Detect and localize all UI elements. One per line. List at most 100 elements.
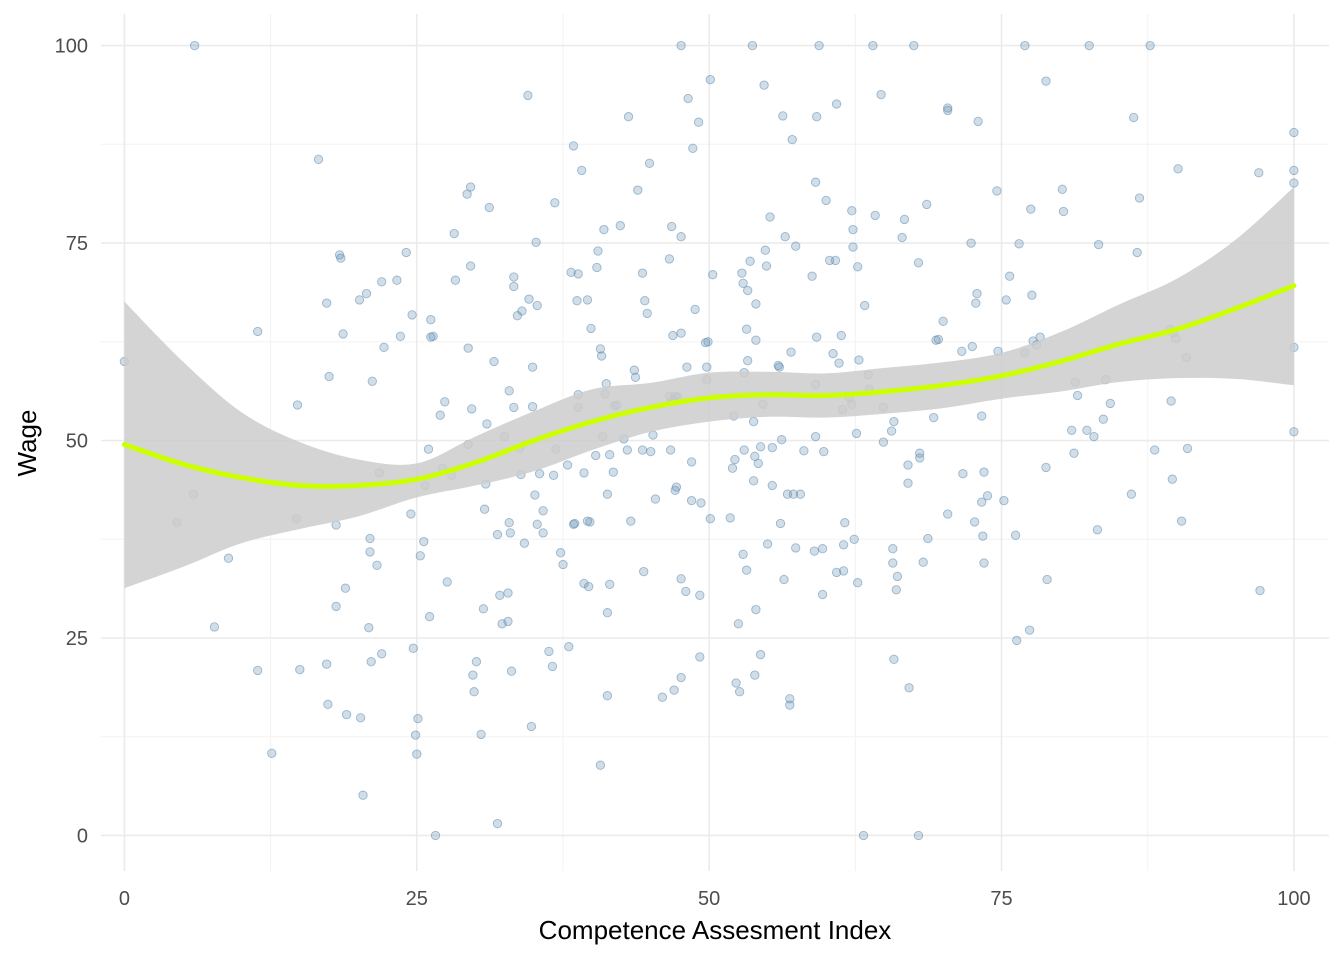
data-point [410,730,421,740]
data-point [676,574,686,584]
data-point [209,622,220,632]
data-point [465,182,476,192]
data-point [555,548,566,558]
data-point [1042,574,1052,585]
data-point [743,285,753,296]
data-point [853,262,863,272]
data-point [943,105,953,116]
data-point [442,577,452,587]
data-point [767,442,777,453]
data-point [568,141,579,151]
data-point [738,278,748,288]
data-point [366,657,376,667]
data-point [492,529,503,540]
data-point [1084,40,1094,51]
data-point [336,253,346,263]
data-point [667,221,677,232]
data-point [650,494,661,504]
data-point [795,489,806,499]
data-point [889,654,899,664]
data-point [760,245,770,255]
data-point [1132,247,1142,258]
data-point [775,518,786,529]
data-point [322,298,332,308]
data-point [817,544,828,554]
data-point [903,478,913,488]
data-point [503,616,513,627]
data-point [836,330,846,341]
data-point [969,517,980,527]
data-point [630,372,641,382]
data-point [633,185,643,195]
data-point [992,186,1002,196]
data-point [1093,239,1104,250]
data-point [738,549,748,559]
data-point [593,246,603,256]
data-point [322,659,332,669]
data-point [1173,164,1183,174]
data-point [799,446,809,456]
data-point [828,348,838,359]
smooth-line [121,283,1297,489]
data-point [854,355,864,365]
data-point [745,256,755,266]
data-point [676,40,686,51]
data-point [847,206,857,216]
data-point [582,295,593,305]
data-point [509,281,519,292]
data-point [812,332,822,342]
data-point [774,362,784,372]
data-point [761,261,772,271]
data-point [538,506,548,516]
data-point [676,672,686,683]
data-point [853,578,863,588]
data-point [1041,462,1051,473]
data-point [608,467,618,477]
data-point [780,232,790,242]
data-point [377,277,387,287]
data-point [831,567,842,578]
data-point [295,664,305,675]
data-point [223,553,234,563]
data-point [358,790,368,800]
data-point [686,495,697,506]
data-point [468,670,478,680]
data-point [623,112,634,122]
major-gridlines [101,14,1329,871]
data-point [971,298,981,308]
data-point [605,450,615,460]
data-point [876,89,886,100]
data-point [888,558,898,568]
data-point [807,271,817,281]
data-point [982,491,993,501]
data-point [407,310,417,320]
data-point [428,331,438,341]
data-point [547,661,558,672]
data-point [878,437,889,447]
data-point [495,590,505,600]
data-point [753,458,763,469]
data-point [891,585,901,595]
data-point [750,670,760,680]
data-point [534,469,545,479]
data-point [585,517,595,527]
data-point [469,687,479,697]
data-point [1092,525,1103,535]
data-point [253,665,263,676]
data-point [626,516,636,526]
data-point [966,238,976,248]
data-point [408,643,418,653]
data-point [530,490,540,500]
data-point [681,586,691,597]
data-point [831,99,842,109]
data-point [886,426,897,436]
x-tick-label: 25 [406,888,428,910]
data-point [725,513,735,523]
data-point [664,254,675,264]
data-point [788,489,799,499]
data-point [1182,443,1193,454]
data-point [341,709,352,720]
data-point [967,341,977,352]
data-point [478,604,489,614]
data-point [1255,585,1265,596]
